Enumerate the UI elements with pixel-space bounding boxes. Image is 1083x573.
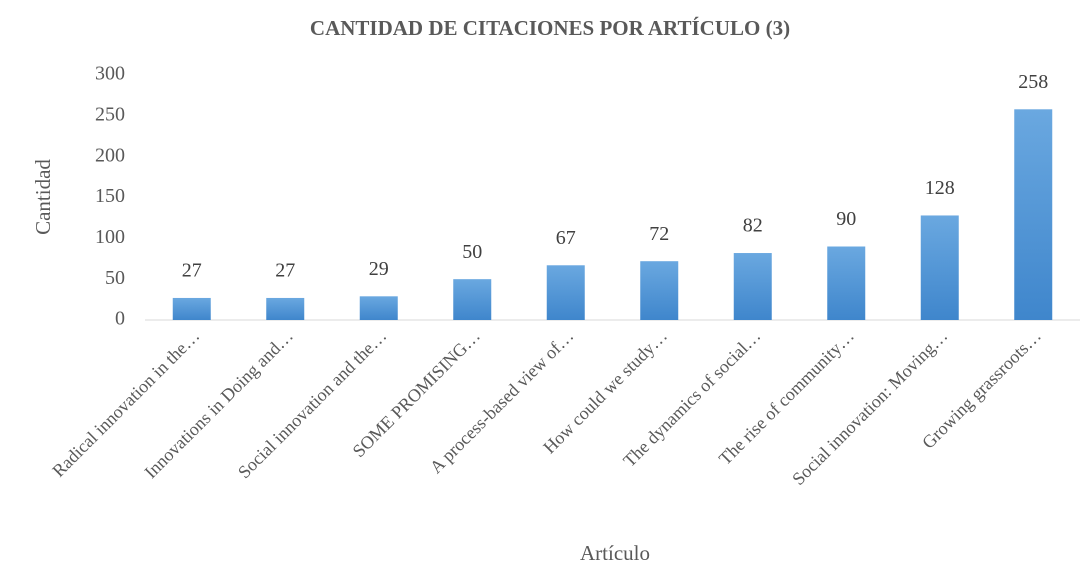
y-tick-label: 100 — [95, 226, 125, 248]
y-tick-label: 150 — [95, 185, 125, 207]
bar — [733, 253, 772, 320]
bar — [920, 215, 959, 320]
data-label: 27 — [182, 260, 202, 282]
x-axis-title: Artículo — [580, 541, 650, 565]
chart-title: CANTIDAD DE CITACIONES POR ARTÍCULO (3) — [310, 16, 790, 40]
data-label: 82 — [743, 215, 763, 237]
data-label: 128 — [925, 177, 955, 199]
bar — [453, 279, 492, 320]
x-tick-label: Social innovation and the… — [234, 326, 391, 483]
y-tick-label: 250 — [95, 103, 125, 125]
x-tick-label: Radical innovation in the… — [48, 326, 203, 481]
x-tick-label: Innovations in Doing and… — [140, 326, 297, 483]
y-tick-label: 200 — [95, 144, 125, 166]
data-label: 72 — [649, 223, 669, 245]
bar — [546, 265, 585, 320]
bar — [172, 297, 211, 320]
data-label: 67 — [556, 227, 576, 249]
data-label: 50 — [462, 241, 482, 263]
y-tick-label: 50 — [105, 267, 125, 289]
data-label: 258 — [1018, 71, 1048, 93]
bar — [640, 261, 679, 320]
bar — [1014, 109, 1053, 320]
y-axis-title: Cantidad — [31, 159, 55, 235]
y-tick-label: 300 — [95, 63, 125, 85]
data-label: 27 — [275, 260, 295, 282]
x-tick-label: Social innovation: Moving… — [788, 326, 951, 489]
bar — [827, 246, 866, 320]
data-label: 29 — [369, 258, 389, 280]
y-tick-label: 0 — [115, 308, 125, 330]
bar — [266, 297, 305, 320]
bar — [359, 296, 398, 320]
data-label: 90 — [836, 208, 856, 230]
